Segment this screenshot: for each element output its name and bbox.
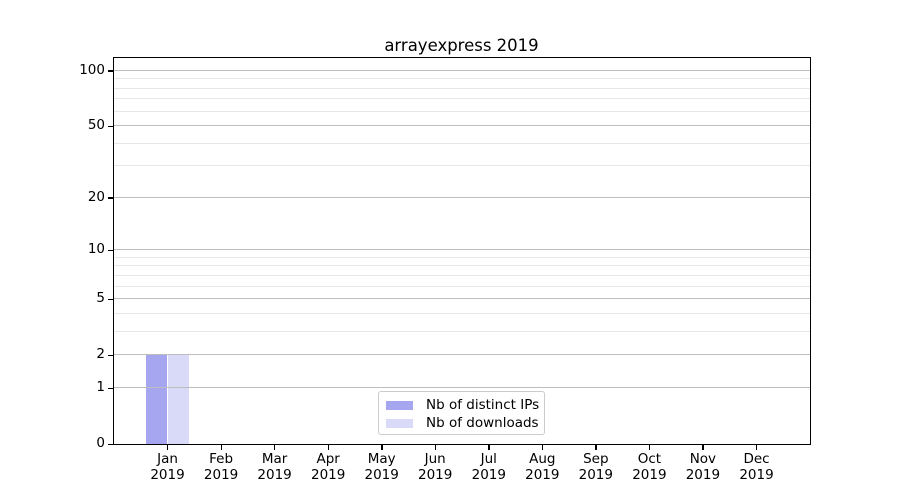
plot-area (113, 57, 811, 445)
legend: Nb of distinct IPs Nb of downloads (378, 391, 545, 435)
x-tick-mark (488, 445, 490, 450)
x-tick-mark (595, 445, 597, 450)
y-tick-mark (108, 298, 113, 301)
y-tick-mark (108, 354, 113, 357)
y-tick-mark (108, 249, 113, 252)
x-tick-mark (327, 445, 330, 450)
y-gridline-minor (114, 312, 810, 314)
y-gridline-minor (114, 98, 810, 100)
x-tick-mark (434, 445, 437, 450)
y-gridline-major (114, 69, 810, 71)
x-tick-label: Jan 2019 (150, 451, 185, 483)
y-gridline-major (114, 249, 810, 251)
x-tick-mark (381, 445, 383, 450)
y-tick-mark (108, 125, 113, 128)
y-gridline-minor (114, 285, 810, 287)
y-gridline-major (114, 354, 810, 356)
y-gridline-major (114, 387, 810, 388)
y-gridline-minor (114, 274, 810, 276)
y-gridline-minor (114, 142, 810, 144)
x-tick-label: Sep 2019 (578, 451, 613, 483)
x-tick-label: Jul 2019 (471, 451, 506, 483)
x-tick-label: Oct 2019 (632, 451, 667, 483)
y-tick-label: 100 (79, 61, 105, 78)
y-gridline-minor (114, 87, 810, 89)
x-tick-mark (756, 445, 758, 450)
legend-item-downloads: Nb of downloads (386, 414, 539, 432)
x-tick-label: Apr 2019 (311, 451, 346, 483)
y-gridline-minor (114, 265, 810, 267)
y-tick-mark (108, 387, 113, 389)
x-tick-mark (220, 445, 222, 450)
x-tick-label: Feb 2019 (203, 451, 239, 483)
y-gridline-minor (114, 165, 810, 167)
y-gridline-major (114, 125, 810, 127)
y-tick-label: 20 (87, 188, 105, 205)
x-tick-label: Mar 2019 (257, 451, 292, 483)
x-tick-mark (541, 445, 544, 450)
x-tick-label: Nov 2019 (685, 451, 721, 483)
bar-downloads-jan (167, 355, 189, 444)
y-gridline-minor (114, 110, 810, 112)
x-tick-label: Dec 2019 (739, 451, 774, 483)
legend-label-downloads: Nb of downloads (426, 415, 539, 431)
y-gridline-minor (114, 330, 810, 332)
y-tick-label: 5 (96, 290, 105, 307)
x-tick-mark (167, 445, 169, 450)
x-tick-mark (648, 445, 651, 450)
y-gridline-major (114, 298, 810, 300)
x-tick-label: Jun 2019 (418, 451, 453, 483)
x-tick-label: Aug 2019 (525, 451, 560, 483)
y-tick-mark (108, 70, 113, 72)
y-tick-mark (108, 197, 113, 199)
x-tick-mark (274, 445, 276, 450)
x-tick-mark (702, 445, 704, 450)
y-tick-mark (108, 443, 113, 445)
y-gridline-minor (114, 256, 810, 258)
legend-swatch-downloads (386, 418, 413, 428)
chart-title: arrayexpress 2019 (384, 36, 539, 55)
y-gridline-minor (114, 78, 810, 80)
bar-distinct-ips-jan (146, 355, 168, 444)
legend-item-distinct-ips: Nb of distinct IPs (386, 396, 540, 414)
y-tick-label: 0 (96, 435, 105, 451)
y-tick-label: 50 (87, 117, 105, 134)
y-gridline-major (114, 196, 810, 198)
y-tick-label: 10 (87, 241, 105, 258)
legend-label-distinct-ips: Nb of distinct IPs (426, 397, 540, 413)
y-axis-labels: 0 1 2 5 10 20 50 100 (0, 57, 105, 451)
legend-swatch-distinct-ips (386, 400, 413, 410)
y-tick-label: 2 (96, 346, 105, 363)
x-tick-label: May 2019 (364, 451, 399, 483)
y-tick-label: 1 (96, 379, 105, 395)
